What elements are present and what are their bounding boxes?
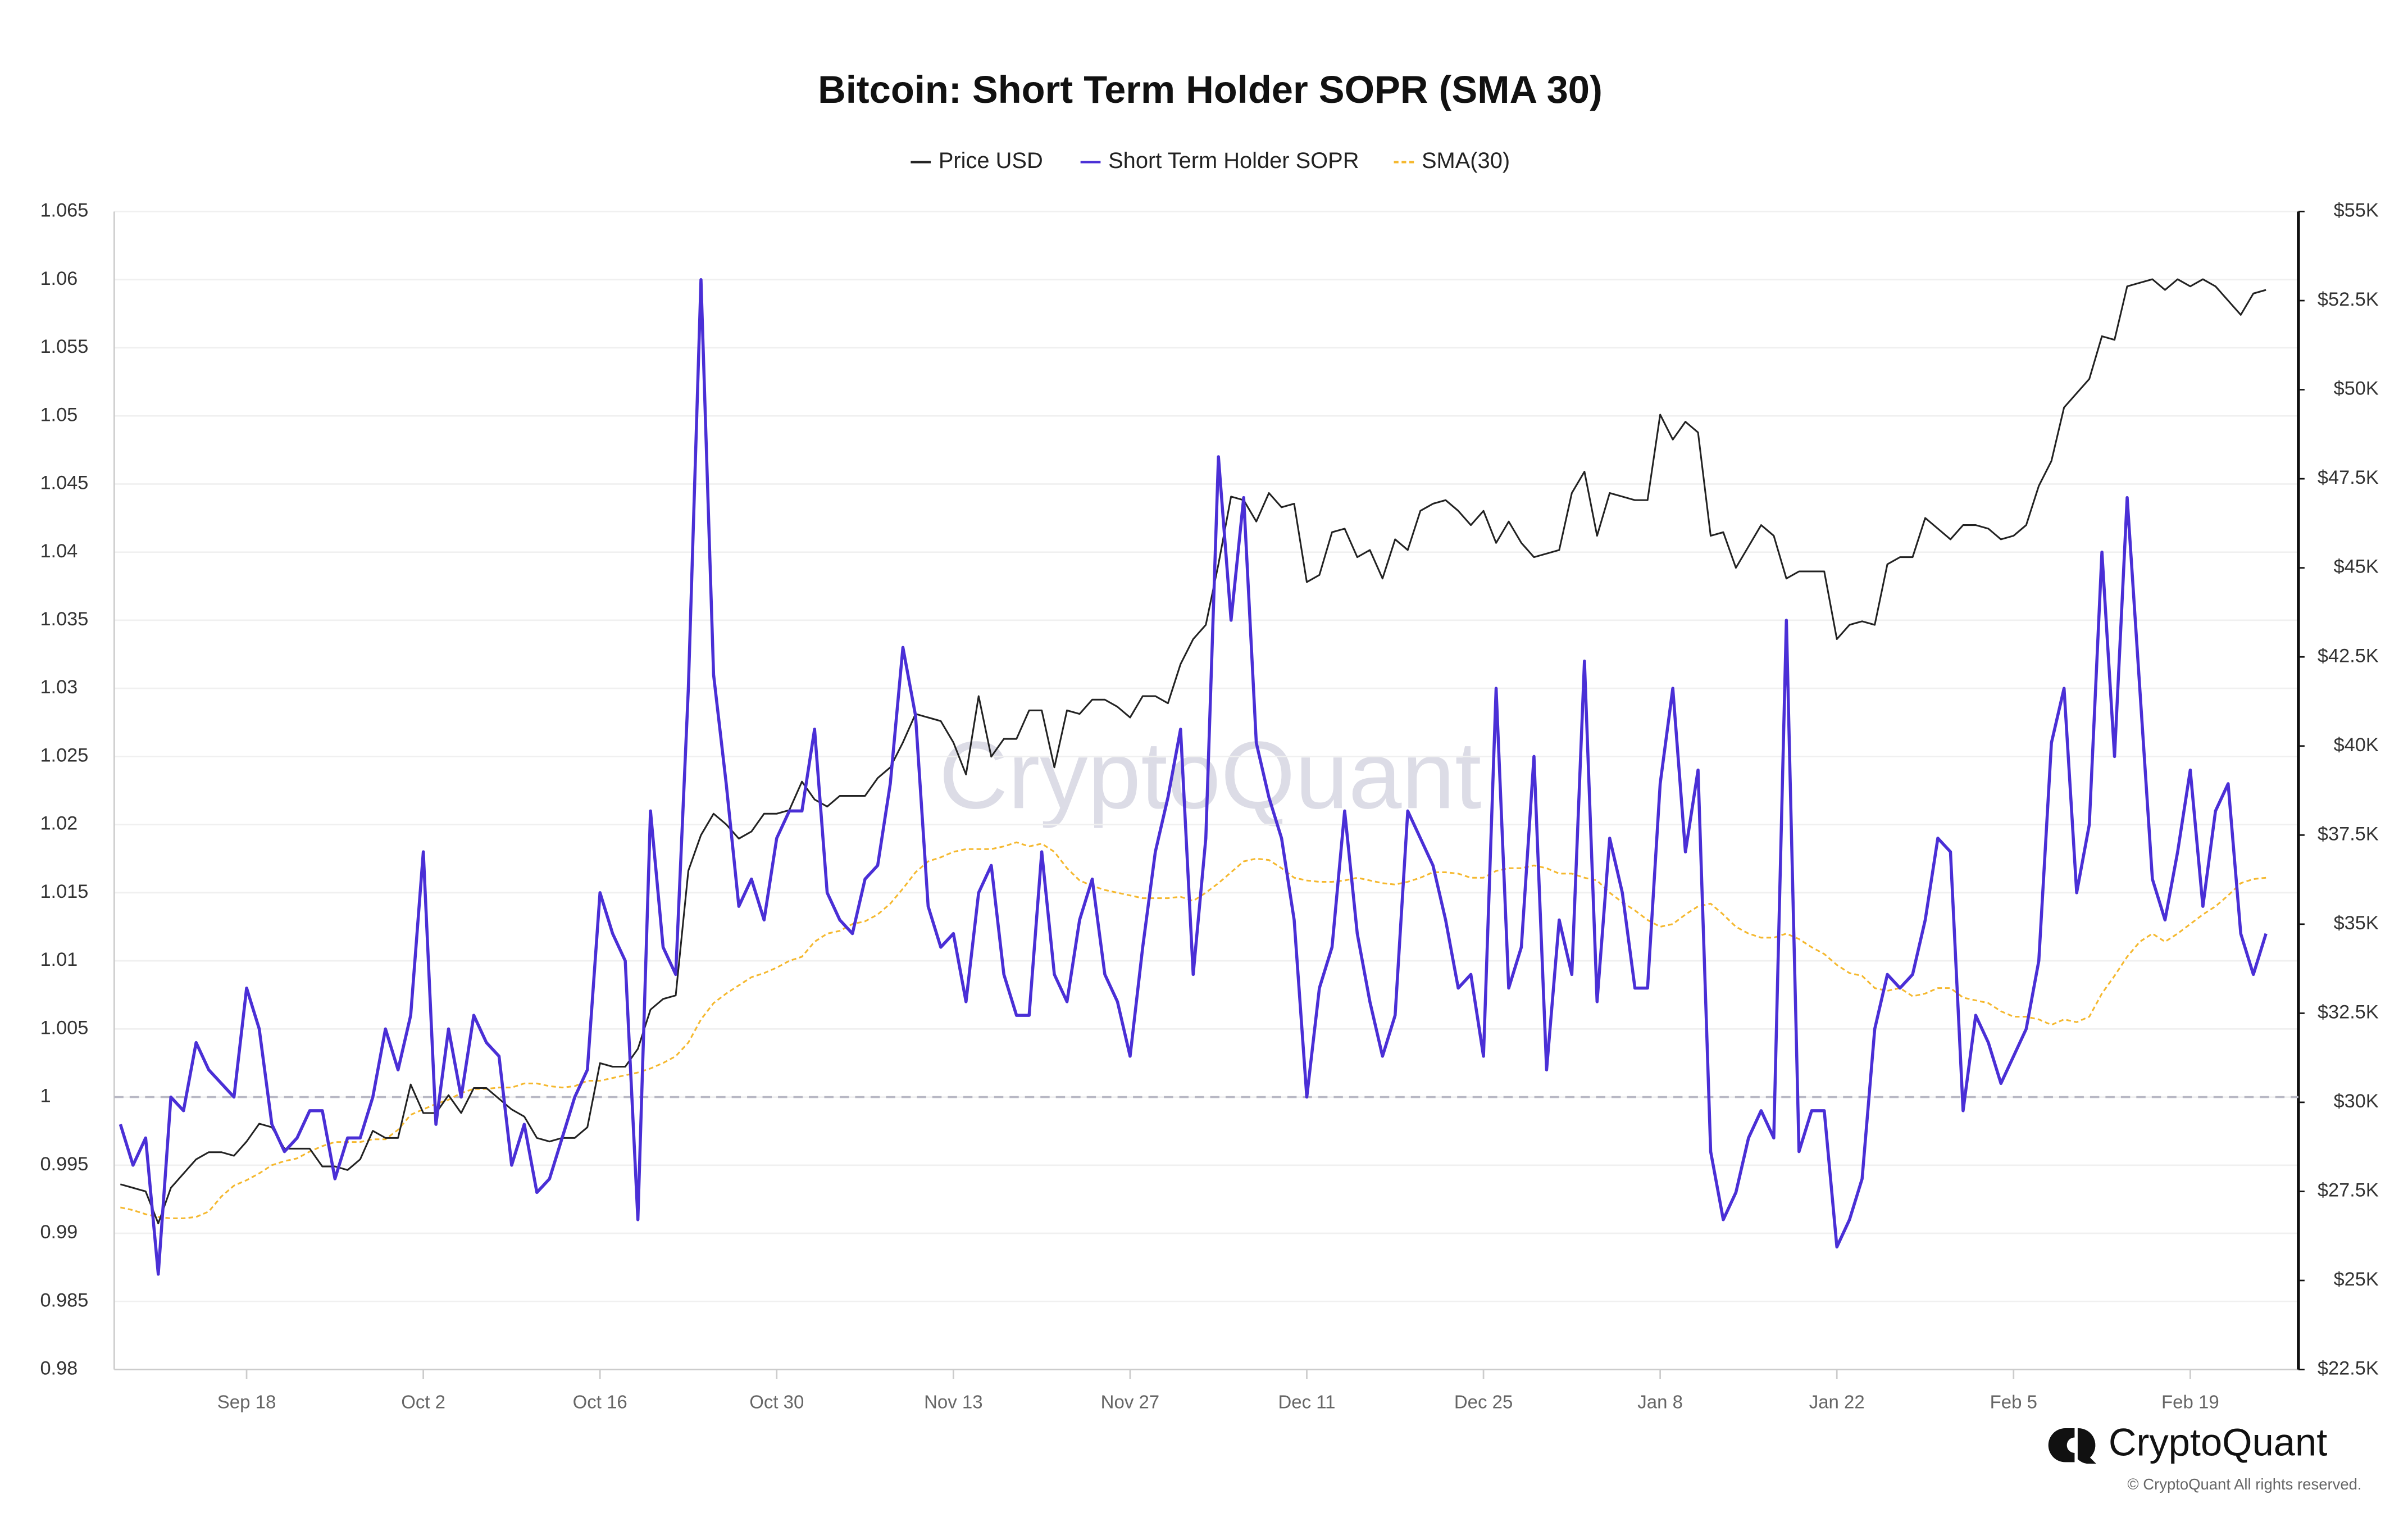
y-tick-label: 1.05	[40, 404, 78, 425]
x-tick-label: Jan 8	[1637, 1392, 1683, 1412]
y-tick-label: 1.03	[40, 676, 78, 698]
y2-tick-label: $32.5K	[2318, 1001, 2379, 1023]
x-tick-label: Nov 27	[1101, 1392, 1159, 1412]
x-tick-label: Sep 18	[217, 1392, 276, 1412]
x-tick-label: Oct 16	[573, 1392, 627, 1412]
y2-tick-label: $45K	[2334, 556, 2379, 578]
series-line	[120, 841, 2266, 1219]
y-tick-label: 1.035	[40, 608, 88, 630]
y2-tick-label: $42.5K	[2318, 645, 2379, 666]
x-tick-label: Feb 5	[1990, 1392, 2037, 1412]
x-tick-label: Jan 22	[1809, 1392, 1865, 1412]
y-tick-label: 0.995	[40, 1153, 88, 1175]
logo: CryptoQuant	[2048, 1420, 2327, 1464]
y2-tick-label: $37.5K	[2318, 823, 2379, 844]
y2-tick-label: $27.5K	[2318, 1180, 2379, 1201]
series-line	[120, 278, 2266, 1225]
y2-tick-label: $55K	[2334, 200, 2379, 221]
x-tick-label: Oct 2	[401, 1392, 445, 1412]
y2-tick-label: $30K	[2334, 1091, 2379, 1112]
logo-icon	[2048, 1428, 2075, 1463]
y-tick-label: 1.02	[40, 813, 78, 834]
y-tick-label: 1.005	[40, 1017, 88, 1038]
y2-tick-label: $35K	[2334, 912, 2379, 934]
y-tick-label: 1.045	[40, 473, 88, 494]
y-tick-label: 0.985	[40, 1289, 88, 1311]
chart-title: Bitcoin: Short Term Holder SOPR (SMA 30)	[818, 68, 1603, 111]
y2-tick-label: $50K	[2334, 378, 2379, 399]
y2-tick-label: $25K	[2334, 1269, 2379, 1290]
legend: Price USD Short Term Holder SOPR SMA(30)	[911, 148, 1510, 173]
legend-label: Price USD	[939, 148, 1043, 173]
legend-label: Short Term Holder SOPR	[1108, 148, 1359, 173]
y-tick-label: 1.065	[40, 200, 88, 221]
x-tick-label: Oct 30	[749, 1392, 804, 1412]
y2-tick-label: $40K	[2334, 734, 2379, 756]
x-tick-label: Dec 11	[1278, 1392, 1335, 1412]
logo-text: CryptoQuant	[2109, 1420, 2327, 1464]
legend-label: SMA(30)	[1422, 148, 1510, 173]
x-tick-label: Feb 19	[2161, 1392, 2219, 1412]
copyright: © CryptoQuant All rights reserved.	[2127, 1475, 2361, 1493]
y2-tick-label: $22.5K	[2318, 1358, 2379, 1379]
y-tick-label: 0.98	[40, 1358, 78, 1379]
y2-tick-label: $52.5K	[2318, 289, 2379, 310]
y2-tick-label: $47.5K	[2318, 467, 2379, 488]
y-tick-label: 1.055	[40, 336, 88, 357]
y-tick-label: 1.06	[40, 268, 78, 289]
y-tick-label: 1.01	[40, 949, 78, 970]
logo-icon	[2077, 1428, 2096, 1464]
x-tick-label: Nov 13	[924, 1392, 982, 1412]
y-tick-label: 1.015	[40, 881, 88, 902]
y-tick-label: 1.04	[40, 541, 78, 562]
y-tick-label: 0.99	[40, 1221, 78, 1243]
y-tick-label: 1	[40, 1085, 51, 1107]
x-tick-label: Dec 25	[1454, 1392, 1513, 1412]
y-tick-label: 1.025	[40, 744, 88, 766]
series-line	[119, 278, 2268, 1276]
